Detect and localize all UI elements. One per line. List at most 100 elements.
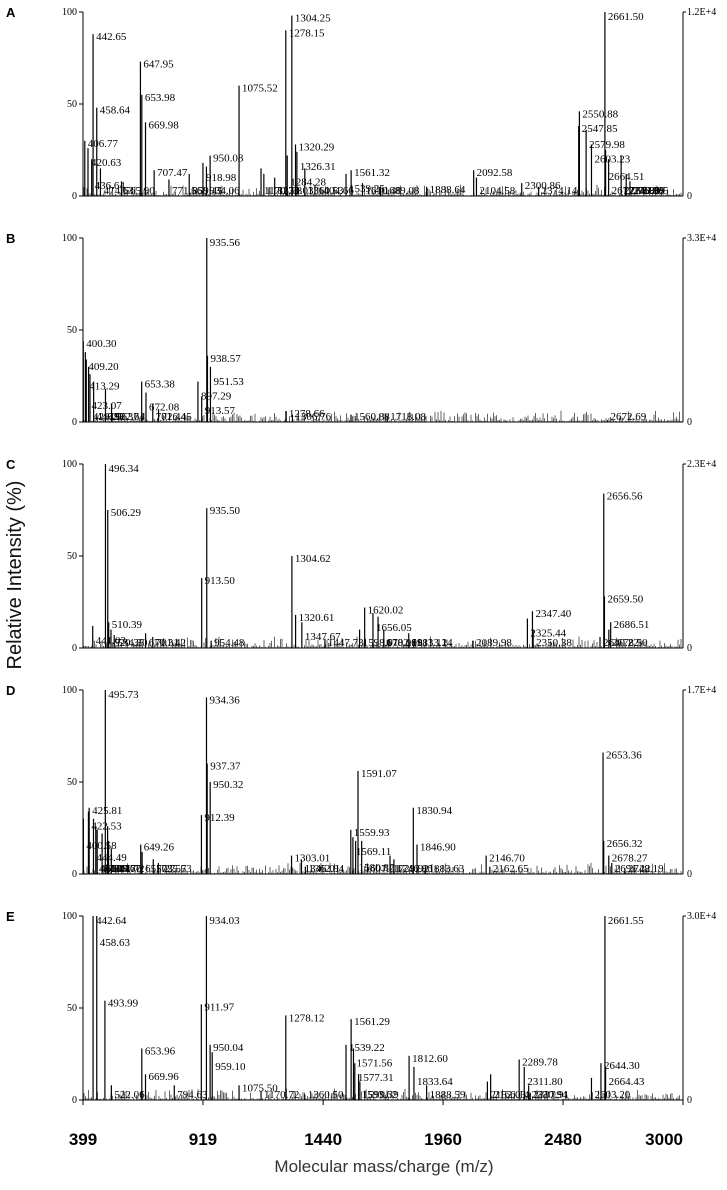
peak-label: 2092.58 xyxy=(477,167,513,179)
peak-label: 1346.01 xyxy=(304,863,340,875)
y-tick-label: 50 xyxy=(67,777,77,788)
peak-label: 912.39 xyxy=(204,812,235,824)
peak-label: 1830.94 xyxy=(416,805,452,817)
peak-label: 509.76 xyxy=(112,863,143,875)
x-axis-label: Molecular mass/charge (m/z) xyxy=(274,1157,493,1176)
peak-label: 2749.96 xyxy=(628,185,664,197)
peak-label: 1447.73 xyxy=(328,637,364,649)
right-max-label: 3.3E+4 xyxy=(687,233,716,244)
peak-label: 565.90 xyxy=(125,185,156,197)
peak-label: 959.10 xyxy=(215,1061,246,1073)
peak-label: 1304.62 xyxy=(295,553,331,565)
peak-label: 1539.25 xyxy=(349,183,385,195)
panel-label: C xyxy=(6,457,16,472)
peak-label: 669.96 xyxy=(149,1071,180,1083)
peak-label: 2656.32 xyxy=(607,838,643,850)
peak-label: 2769.95 xyxy=(633,185,669,197)
peak-label: 436.64 xyxy=(95,180,126,192)
peak-label: 1559.93 xyxy=(354,827,390,839)
peak-label: 1326.31 xyxy=(300,161,336,173)
peak-label: 2347.40 xyxy=(535,608,571,620)
peak-label: 653.96 xyxy=(145,1045,176,1057)
peak-label: 2678.27 xyxy=(612,853,648,865)
peak-label: 420.63 xyxy=(91,157,122,169)
peak-label: 2089.98 xyxy=(476,637,512,649)
peak-label: 701.42 xyxy=(156,637,186,649)
peak-label: 1182.98 xyxy=(267,185,303,197)
peak-label: 1571.56 xyxy=(356,1057,392,1069)
peak-label: 934.36 xyxy=(209,694,240,706)
y-axis-label: Relative Intensity (%) xyxy=(4,481,26,670)
peak-label: 1580.87 xyxy=(359,862,395,874)
peak-label: 2686.51 xyxy=(614,619,650,631)
peak-label: 522.64 xyxy=(115,411,146,423)
peak-label: 1284.28 xyxy=(290,177,326,189)
peak-label: 2289.78 xyxy=(522,1057,558,1069)
x-tick-label: 1440 xyxy=(304,1130,342,1149)
peak-label: 425.81 xyxy=(92,805,122,817)
peak-label: 413.29 xyxy=(89,380,120,392)
y-tick-label: 0 xyxy=(72,191,77,202)
y-tick-label: 100 xyxy=(62,685,77,696)
peak-label: 2664.51 xyxy=(609,171,645,183)
x-tick-label: 399 xyxy=(69,1130,97,1149)
peak-label: 1620.02 xyxy=(368,605,404,617)
peak-label: 2300.86 xyxy=(525,180,561,192)
peak-label: 406.77 xyxy=(88,138,119,150)
peak-label: 505.67 xyxy=(111,863,142,875)
peak-label: 1569.11 xyxy=(356,846,391,858)
peak-label: 2661.50 xyxy=(608,11,644,23)
panel-c: C 0 50 100 2.3E+4 0 496.34 2656.56 935.50 506.29 1… xyxy=(6,457,716,654)
peak-label: 1170.73 xyxy=(264,185,300,197)
panel-b: B 0 50 100 3.3E+4 0 935.56 400.30 409.20 938.57 41… xyxy=(6,231,716,428)
peak-label: 647.95 xyxy=(143,59,174,71)
peak-label: 938.57 xyxy=(210,353,241,365)
peak-label: 1689.08 xyxy=(384,185,420,197)
peak-label: 2162.65 xyxy=(493,863,529,875)
peak-label: 897.29 xyxy=(201,391,232,403)
peak-label: 950.08 xyxy=(213,153,244,165)
y-tick-label: 50 xyxy=(67,325,77,336)
peak-label: 2640.22 xyxy=(603,637,639,649)
peak-label: 510.39 xyxy=(112,619,143,631)
y-tick-label: 100 xyxy=(62,911,77,922)
peak-label: 701.44 xyxy=(156,411,187,423)
peak-label: 1561.32 xyxy=(354,167,390,179)
y-tick-label: 0 xyxy=(72,1095,77,1106)
peak-label: 2653.36 xyxy=(606,750,642,762)
peak-label: 794.63 xyxy=(177,1089,208,1101)
peak-label: 1577.31 xyxy=(358,1072,394,1084)
peak-label: 1278.15 xyxy=(289,27,325,39)
x-tick-label: 2480 xyxy=(544,1130,582,1149)
noise-trace xyxy=(83,862,682,874)
peak-label: 672.08 xyxy=(149,402,180,414)
peak-label: 1883.63 xyxy=(428,863,464,875)
y-tick-label: 100 xyxy=(62,7,77,18)
y-tick-label: 50 xyxy=(67,551,77,562)
peak-label: 2603.20 xyxy=(594,1089,630,1101)
peak-label: 669.98 xyxy=(149,119,180,131)
peak-label: 935.56 xyxy=(210,237,241,249)
peak-label: 2661.55 xyxy=(608,915,644,927)
peak-label: 1718.08 xyxy=(390,411,426,423)
y-tick-label: 50 xyxy=(67,1003,77,1014)
y-tick-label: 100 xyxy=(62,459,77,470)
peak-label: 2691.22 xyxy=(615,863,651,875)
noise-trace xyxy=(83,410,682,422)
x-tick-label: 1960 xyxy=(424,1130,462,1149)
right-min-label: 0 xyxy=(687,869,692,880)
peak-label: 1304.25 xyxy=(295,13,331,25)
peak-label: 409.20 xyxy=(88,361,119,373)
peak-label: 454.44 xyxy=(99,863,130,875)
y-tick-label: 100 xyxy=(62,233,77,244)
peak-label: 1278.66 xyxy=(289,408,325,420)
peak-label: 1888.64 xyxy=(430,184,466,196)
peak-label: 1404.66 xyxy=(318,185,354,197)
peak-label: 458.64 xyxy=(100,105,131,117)
noise-trace xyxy=(83,184,682,196)
peak-label: 493.99 xyxy=(108,998,139,1010)
peak-label: 1561.29 xyxy=(354,1016,390,1028)
peak-label: 522.06 xyxy=(114,1089,145,1101)
peak-label: 1560.88 xyxy=(354,411,390,423)
